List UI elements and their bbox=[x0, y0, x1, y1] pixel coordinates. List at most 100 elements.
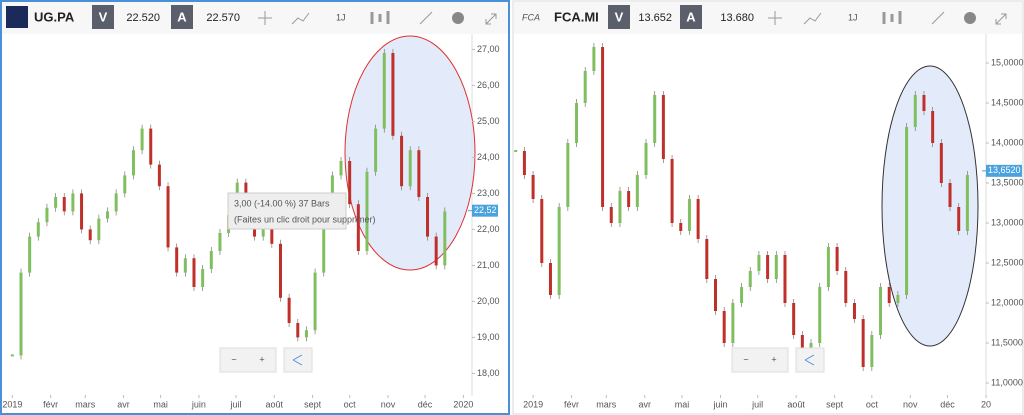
candle bbox=[887, 287, 891, 303]
candle bbox=[80, 193, 84, 230]
buy-price: 13.680 bbox=[720, 12, 754, 24]
candle bbox=[28, 236, 32, 273]
candle bbox=[826, 247, 830, 287]
x-tick-label: avr bbox=[117, 399, 130, 409]
crosshair-icon[interactable] bbox=[768, 11, 782, 25]
x-tick-label: nov bbox=[381, 399, 396, 409]
x-tick-label: nov bbox=[903, 399, 918, 409]
sell-button[interactable] bbox=[92, 5, 114, 29]
zoom-in[interactable]: + bbox=[259, 354, 264, 364]
candle bbox=[365, 171, 369, 251]
x-tick-label: 2019 bbox=[2, 399, 22, 409]
buy-button[interactable] bbox=[171, 5, 193, 29]
candle bbox=[748, 271, 752, 287]
ellipse-drawing[interactable] bbox=[881, 65, 979, 347]
x-tick-label: 2020 bbox=[453, 399, 473, 409]
share-icon[interactable] bbox=[804, 354, 815, 366]
chart-type-icon[interactable] bbox=[291, 12, 310, 25]
candle bbox=[852, 303, 856, 319]
candle bbox=[835, 247, 839, 271]
y-tick-label: 22,00 bbox=[477, 224, 500, 234]
expand-icon[interactable] bbox=[995, 13, 1007, 25]
candle bbox=[792, 303, 796, 335]
x-tick-label: févr bbox=[564, 399, 579, 409]
candle-icon[interactable] bbox=[370, 11, 390, 24]
candle bbox=[661, 95, 665, 159]
y-tick-label: 11,0000 bbox=[991, 377, 1023, 387]
candle bbox=[278, 243, 282, 298]
candle-icon[interactable] bbox=[882, 11, 902, 24]
candle bbox=[201, 269, 205, 287]
zoom-out[interactable]: − bbox=[743, 354, 748, 364]
candle bbox=[644, 143, 648, 175]
candle bbox=[705, 239, 709, 279]
y-tick-label: 23,00 bbox=[477, 188, 500, 198]
sell-label[interactable]: V bbox=[99, 9, 108, 24]
share-button[interactable] bbox=[283, 347, 313, 373]
x-tick-label: sept bbox=[826, 399, 844, 409]
x-tick-label: mai bbox=[153, 399, 168, 409]
candle bbox=[514, 150, 518, 152]
candle bbox=[939, 143, 943, 183]
candle bbox=[531, 175, 535, 199]
candle bbox=[548, 263, 552, 295]
settings-icon[interactable] bbox=[452, 12, 464, 24]
sell-button[interactable] bbox=[608, 5, 630, 29]
candle bbox=[166, 186, 170, 248]
x-tick-label: mars bbox=[596, 399, 616, 409]
last-price-badge bbox=[472, 204, 498, 217]
x-tick-label: avr bbox=[639, 399, 652, 409]
candle bbox=[740, 287, 744, 303]
interval[interactable]: 1J bbox=[848, 12, 858, 22]
crosshair-icon[interactable] bbox=[258, 11, 272, 25]
y-tick-label: 24,00 bbox=[477, 152, 500, 162]
settings-icon[interactable] bbox=[964, 12, 976, 24]
y-tick-label: 20,00 bbox=[477, 296, 500, 306]
draw-icon[interactable] bbox=[419, 11, 433, 25]
sell-label[interactable]: V bbox=[615, 9, 624, 24]
candle bbox=[443, 211, 447, 266]
share-icon[interactable] bbox=[292, 354, 303, 366]
x-tick-label: mai bbox=[675, 399, 690, 409]
x-tick-label: févr bbox=[43, 399, 58, 409]
buy-button[interactable] bbox=[680, 5, 702, 29]
y-tick-label: 14,5000 bbox=[991, 97, 1024, 107]
expand-icon[interactable] bbox=[485, 13, 497, 25]
last-price-label: 13,6520 bbox=[988, 165, 1021, 175]
candle bbox=[774, 255, 778, 279]
buy-label[interactable]: A bbox=[686, 9, 696, 24]
candle bbox=[71, 193, 75, 212]
interval[interactable]: 1J bbox=[336, 12, 346, 22]
candle bbox=[105, 211, 109, 219]
candle bbox=[766, 255, 770, 279]
chart-type-icon[interactable] bbox=[803, 12, 822, 25]
candle bbox=[19, 272, 23, 356]
candle bbox=[183, 258, 187, 273]
candle bbox=[670, 159, 674, 223]
zoom-controls bbox=[731, 347, 789, 373]
candle bbox=[818, 287, 822, 343]
buy-label[interactable]: A bbox=[177, 9, 187, 24]
toolbar-icons[interactable] bbox=[768, 11, 1007, 25]
zoom-in[interactable]: + bbox=[771, 354, 776, 364]
x-tick-label: déc bbox=[418, 399, 433, 409]
toolbar-icons[interactable] bbox=[258, 11, 497, 25]
panel-border bbox=[512, 0, 1024, 415]
candle bbox=[36, 222, 40, 237]
candle bbox=[356, 204, 360, 251]
y-tick-label: 13,0000 bbox=[991, 217, 1024, 227]
tooltip-text: 3,00 (-14.00 %) 37 Bars bbox=[234, 198, 330, 208]
candle bbox=[609, 207, 613, 223]
candle bbox=[322, 215, 326, 273]
share-button[interactable] bbox=[795, 347, 825, 373]
candle bbox=[157, 164, 161, 187]
draw-icon[interactable] bbox=[931, 11, 945, 25]
chart-marks: 18,00 19,00 20,00 21,00 22,00 23,00 24,00 25,00… bbox=[2, 43, 1024, 409]
last-price-label: 22,52 bbox=[474, 205, 497, 215]
candle bbox=[583, 71, 587, 103]
zoom-out[interactable]: − bbox=[231, 354, 236, 364]
tooltip bbox=[227, 192, 347, 230]
candle bbox=[696, 199, 700, 239]
candle bbox=[313, 272, 317, 331]
